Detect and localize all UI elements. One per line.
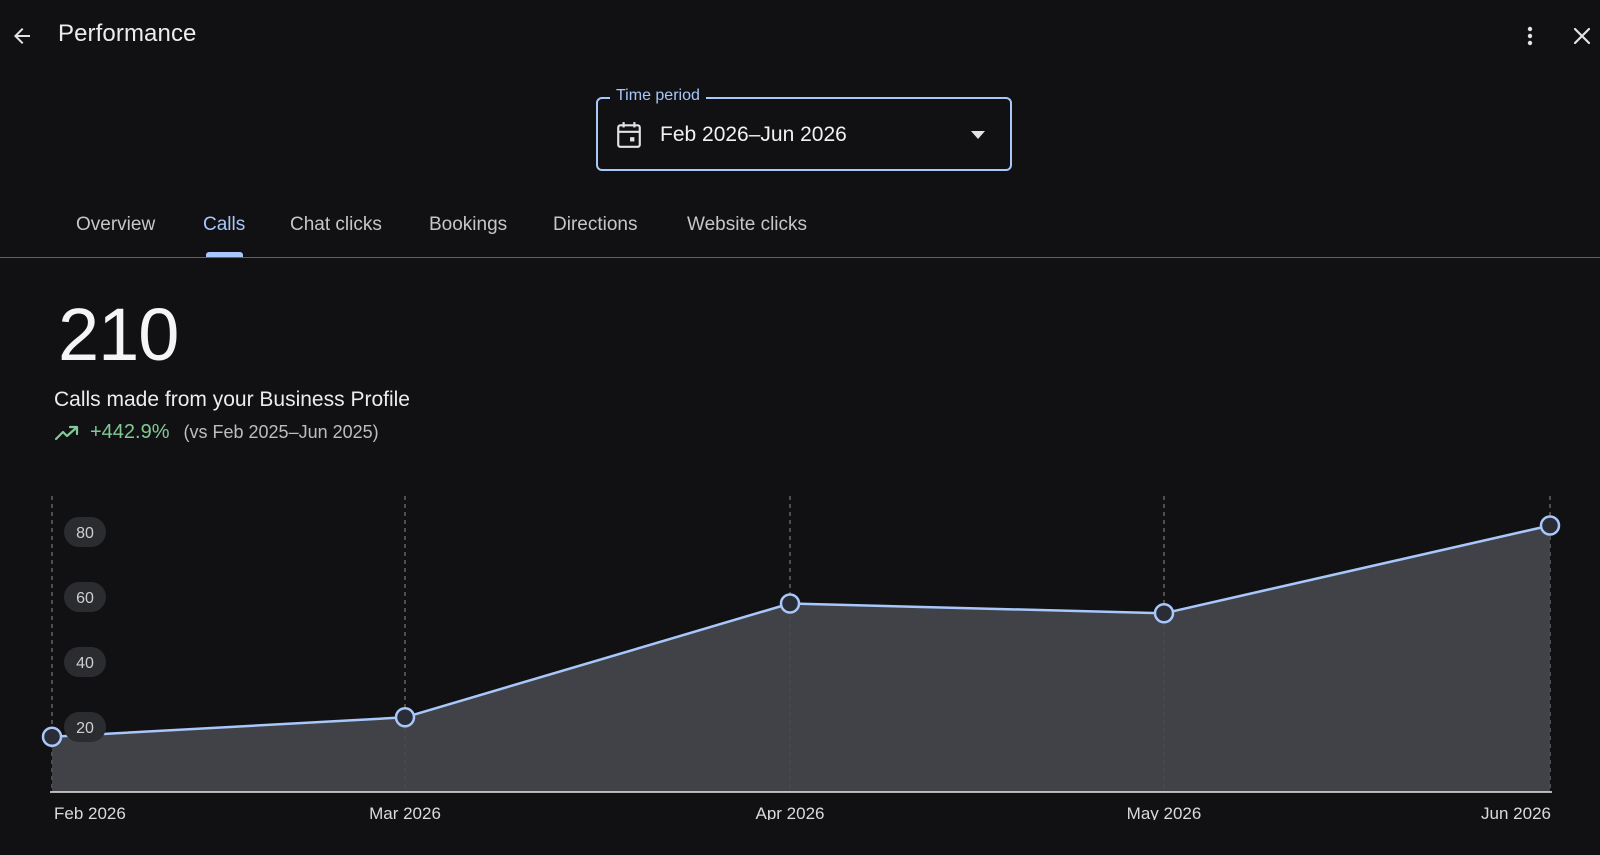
y-tick-chip-1 [64,647,106,677]
x-tick-label-3: May 2026 [1127,804,1202,820]
calls-area-chart: 20 40 60 80 Feb 2026 Mar 2026 Apr 2026 May 2026… [41,496,1561,820]
tab-directions[interactable]: Directions [553,214,638,235]
metric-trend: +442.9% (vs Feb 2025–Jun 2025) [54,421,379,444]
data-point-1 [394,707,416,728]
time-period-value: Feb 2026–Jun 2026 [660,123,847,146]
data-point-2 [779,593,801,614]
more-options-button[interactable] [1514,20,1546,52]
data-point-3 [1153,603,1175,624]
trending-up-icon [54,425,79,440]
more-vert-icon [1527,26,1533,46]
close-icon [1573,27,1591,45]
x-tick-label-2: Apr 2026 [756,804,825,820]
y-tick-chip-2 [64,582,106,612]
active-tab-indicator [206,252,243,257]
x-tick-label-4: Jun 2026 [1481,804,1551,820]
close-button[interactable] [1566,20,1598,52]
metric-change: +442.9% [90,421,170,443]
dropdown-arrow-icon [971,131,985,139]
area-fill [52,525,1550,792]
back-button[interactable] [6,20,38,52]
time-period-label: Time period [610,87,706,105]
y-tick-chip-0 [64,712,106,742]
data-point-0 [41,726,63,747]
metric-comparison: (vs Feb 2025–Jun 2025) [183,422,379,442]
metric-description: Calls made from your Business Profile [54,388,410,411]
y-tick-label-0: 20 [76,720,94,737]
tab-bar: Overview Calls Chat clicks Bookings Dire… [0,196,1600,258]
tab-calls[interactable]: Calls [203,214,246,235]
y-tick-label-2: 60 [76,590,94,607]
y-tick-label-1: 40 [76,655,94,672]
metric-total: 210 [58,293,179,376]
x-tick-label-0: Feb 2026 [54,804,126,820]
tab-overview[interactable]: Overview [76,214,156,235]
data-point-4 [1539,515,1561,536]
calendar-icon [617,122,641,148]
y-tick-chip-3 [64,517,106,547]
y-tick-label-3: 80 [76,525,94,542]
x-tick-label-1: Mar 2026 [369,804,441,820]
tab-website-clicks[interactable]: Website clicks [687,214,808,235]
tab-bookings[interactable]: Bookings [429,214,508,235]
tab-chat-clicks[interactable]: Chat clicks [290,214,382,235]
page-title: Performance [58,20,197,47]
arrow-back-icon [14,28,30,44]
time-period-select[interactable]: Time period Feb 2026–Jun 2026 [596,87,1012,171]
top-app-bar: Performance [0,0,1600,72]
